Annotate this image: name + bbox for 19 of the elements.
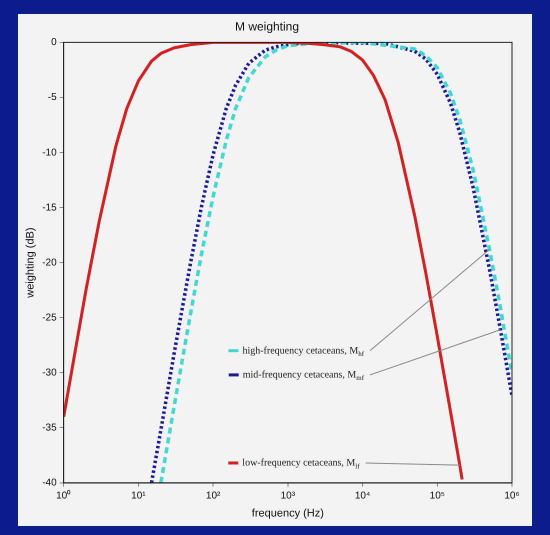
y-tick-label: -30 [42,367,58,378]
x-tick-label: 10⁶ [504,490,520,502]
x-tick-label: 10⁰ [56,490,72,502]
y-tick-label: -40 [42,478,58,489]
y-tick-label: -5 [48,92,58,104]
y-tick-label: -10 [42,147,58,158]
x-tick-label: 10¹ [131,490,146,502]
x-tick-label: 10⁴ [354,490,370,502]
y-tick-label: -20 [42,257,58,268]
x-tick-label: 10² [206,490,221,502]
y-tick-label: -25 [42,312,58,324]
chart-title: M weighting [234,20,300,34]
x-tick-label: 10⁵ [430,490,445,502]
x-axis-title: frequency (Hz) [252,507,324,520]
x-tick-label: 10³ [280,490,296,502]
y-axis-title: weighting (dB) [24,227,37,299]
y-tick-label: -15 [42,202,58,214]
y-tick-label: 0 [51,37,58,48]
y-tick-label: -35 [42,422,58,434]
